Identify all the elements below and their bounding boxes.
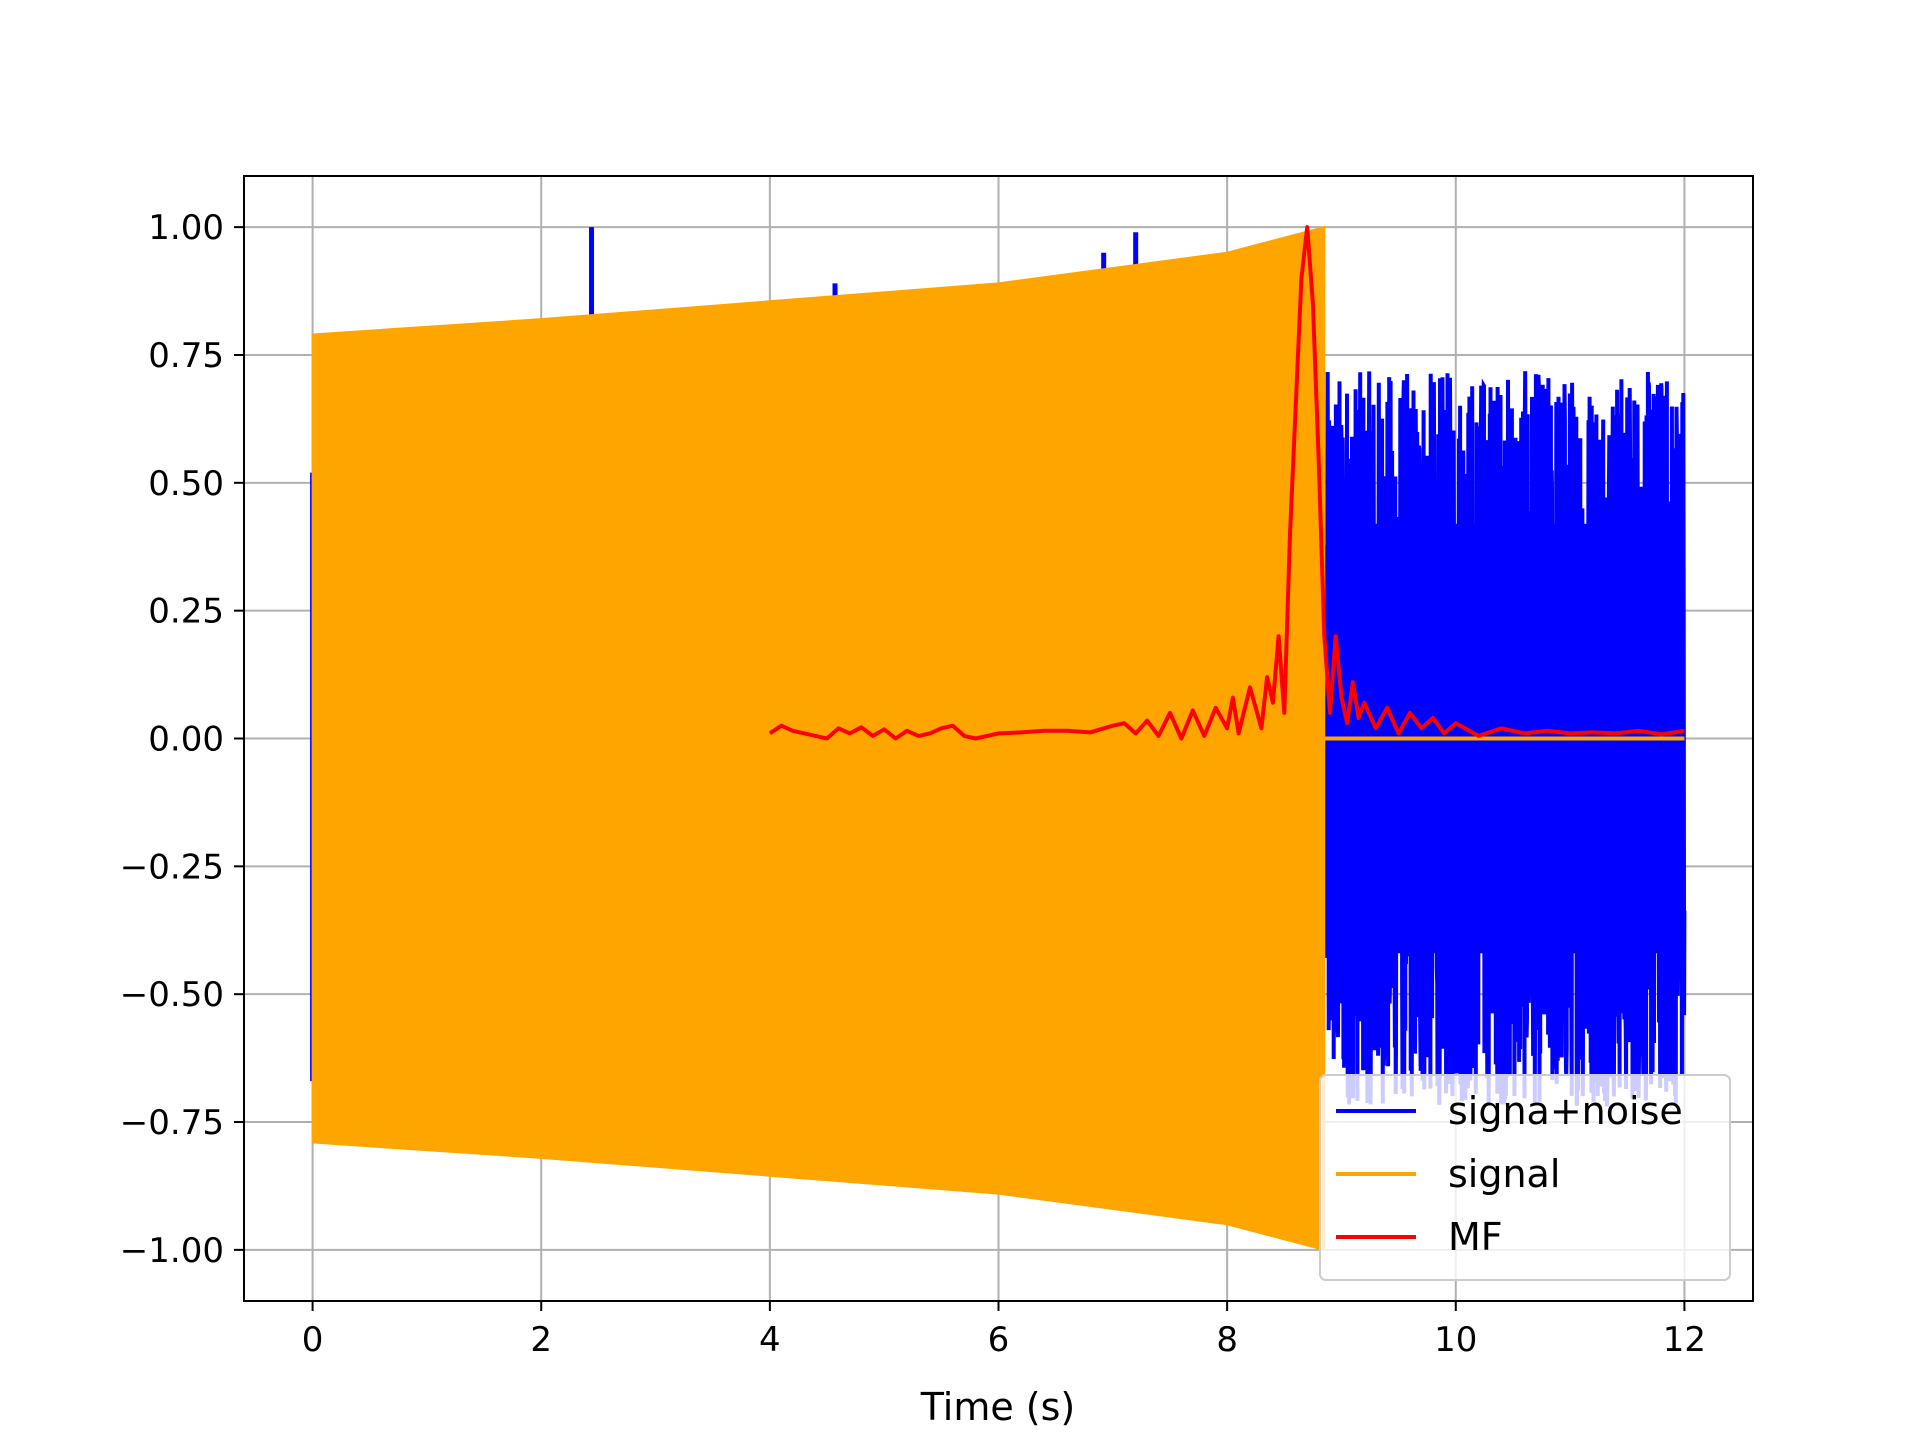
- legend-label: signal: [1448, 1152, 1560, 1196]
- y-tick-label: −0.75: [120, 1103, 224, 1143]
- x-tick-label: 0: [302, 1320, 324, 1360]
- y-tick-label: 0.00: [148, 720, 224, 760]
- y-tick-label: −0.25: [120, 847, 224, 887]
- y-tick-label: 1.00: [148, 208, 224, 248]
- legend: signa+noise signal MF: [1319, 1074, 1731, 1281]
- y-tick-label: −1.00: [120, 1231, 224, 1271]
- y-tick-label: 0.50: [148, 464, 224, 504]
- y-tick-label: 0.75: [148, 336, 224, 376]
- axis-ticks: 0 2 4 6 8 10 12 1.00 0.75 0.50 0.25 0.00 −0.25 −0.50 −…: [120, 208, 1706, 1360]
- legend-box: [1319, 1074, 1731, 1281]
- legend-label: signa+noise: [1448, 1089, 1683, 1133]
- x-tick-label: 10: [1434, 1320, 1477, 1360]
- plot-series: [310, 225, 1687, 1252]
- y-tick-label: −0.50: [120, 975, 224, 1015]
- x-tick-label: 2: [530, 1320, 552, 1360]
- x-tick-label: 6: [988, 1320, 1010, 1360]
- mf-line: [768, 225, 1685, 741]
- x-tick-label: 12: [1663, 1320, 1706, 1360]
- x-tick-label: 8: [1216, 1320, 1238, 1360]
- x-tick-label: 4: [759, 1320, 781, 1360]
- legend-label: MF: [1448, 1215, 1503, 1259]
- y-tick-label: 0.25: [148, 592, 224, 632]
- x-axis-label: Time (s): [920, 1385, 1076, 1429]
